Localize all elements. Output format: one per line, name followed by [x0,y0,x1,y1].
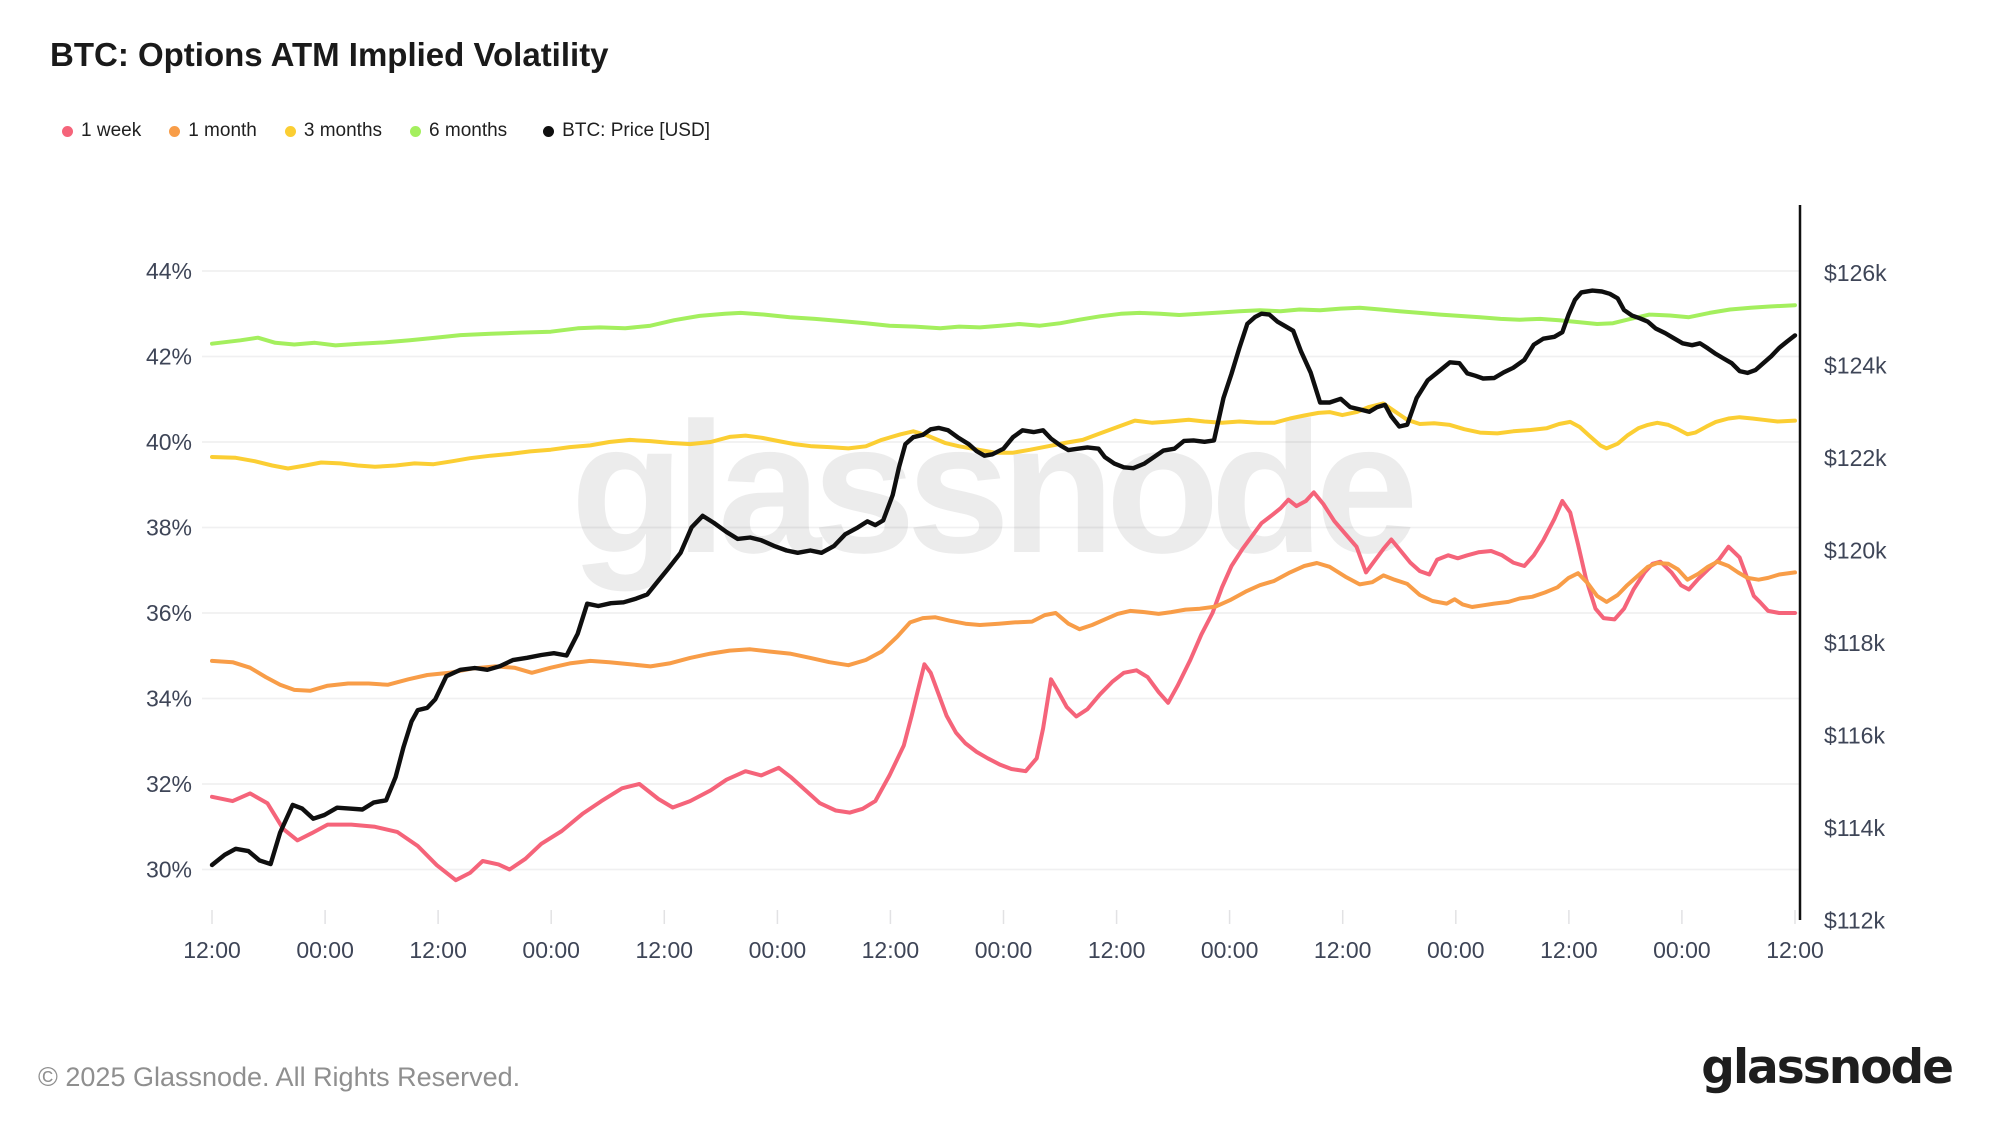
legend-item-label: 6 months [429,120,508,141]
svg-text:44%: 44% [146,258,192,284]
legend-item-label: 1 week [81,120,142,141]
svg-text:00:00: 00:00 [1653,937,1711,963]
svg-text:12:00: 12:00 [1540,937,1598,963]
legend-item-1-week[interactable]: 1 week [62,120,141,142]
svg-text:12:00: 12:00 [636,937,694,963]
glassnode-logo: glassnode [1701,1040,1954,1095]
y-axis-right-labels: $126k $124k $122k $120k $118k $116k $114k $112k [1824,260,1887,934]
svg-text:40%: 40% [146,429,192,455]
svg-text:00:00: 00:00 [522,937,580,963]
svg-text:36%: 36% [146,600,192,626]
svg-text:$116k: $116k [1824,723,1885,749]
legend-item-label: 1 month [188,120,257,141]
series-line-3-months[interactable] [210,401,1797,471]
legend-dot-icon [169,125,181,137]
legend-item-1-month[interactable]: 1 month [169,120,257,142]
series-line-6-months[interactable] [210,303,1797,348]
legend: 1 week 1 month 3 months 6 months BTC: Price … [62,120,710,142]
chart-canvas[interactable]: glassnode44%42%40%38%36%34%32%30%$126k$1… [0,0,2000,1010]
legend-dot-icon [410,125,422,137]
svg-text:32%: 32% [146,771,192,797]
svg-text:00:00: 00:00 [1427,937,1485,963]
x-axis: 12:00 00:00 12:00 00:00 12:00 00:00 12:00 00:00… [183,910,1824,963]
footer-copyright: © 2025 Glassnode. All Rights Reserved. [38,1062,521,1092]
svg-text:38%: 38% [146,515,192,541]
legend-item-3-months[interactable]: 3 months [284,120,383,142]
svg-text:34%: 34% [146,686,192,712]
legend-item-6-months[interactable]: 6 months [410,120,507,142]
svg-text:00:00: 00:00 [975,937,1033,963]
legend-dot-icon [543,125,555,137]
svg-text:00:00: 00:00 [296,937,354,963]
gridlines [202,270,1800,871]
legend-item-label: BTC: Price [USD] [562,120,710,141]
svg-text:12:00: 12:00 [1766,937,1824,963]
svg-text:12:00: 12:00 [183,937,241,963]
svg-text:00:00: 00:00 [1201,937,1259,963]
svg-text:12:00: 12:00 [409,937,467,963]
series-line-1-month[interactable] [210,559,1797,693]
legend-dot-icon [284,125,296,137]
svg-text:12:00: 12:00 [862,937,920,963]
y-axis-left-labels: 44% 42% 40% 38% 36% 34% 32% 30% [146,258,192,883]
svg-text:$114k: $114k [1824,815,1885,841]
svg-text:30%: 30% [146,857,192,883]
svg-text:$112k: $112k [1824,908,1885,934]
series-line-btc-price-usd[interactable] [209,288,1798,868]
svg-text:$124k: $124k [1824,353,1887,379]
svg-text:00:00: 00:00 [749,937,807,963]
legend-item-btc-price-usd[interactable]: BTC: Price [USD] [543,120,710,142]
legend-item-label: 3 months [303,120,383,141]
svg-text:$126k: $126k [1824,260,1887,286]
svg-text:$122k: $122k [1824,445,1887,471]
watermark: glassnode [571,385,1413,592]
page-title: BTC: Options ATM Implied Volatility [50,36,609,73]
legend-dot-icon [62,125,73,137]
svg-text:$118k: $118k [1824,630,1885,656]
series-line-1-week[interactable] [210,490,1797,883]
svg-text:42%: 42% [146,344,192,370]
svg-text:12:00: 12:00 [1088,937,1146,963]
svg-text:12:00: 12:00 [1314,937,1372,963]
svg-text:$120k: $120k [1824,538,1887,564]
